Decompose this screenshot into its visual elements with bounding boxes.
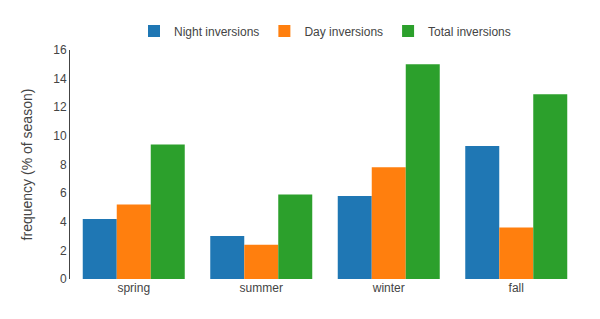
svg-text:summer: summer [240,281,283,295]
svg-text:14: 14 [53,72,67,86]
svg-text:4: 4 [60,215,67,229]
svg-text:16: 16 [53,43,67,57]
svg-text:8: 8 [60,158,67,172]
svg-text:12: 12 [53,100,67,114]
svg-text:10: 10 [53,129,67,143]
svg-text:frequency (% of season): frequency (% of season) [19,89,35,241]
svg-text:spring: spring [117,281,150,295]
svg-text:winter: winter [372,281,405,295]
svg-text:Day inversions: Day inversions [304,25,383,39]
svg-text:2: 2 [60,244,67,258]
svg-text:Night inversions: Night inversions [174,25,259,39]
svg-text:6: 6 [60,186,67,200]
svg-text:Total inversions: Total inversions [428,25,511,39]
svg-text:0: 0 [60,272,67,286]
svg-text:fall: fall [509,281,524,295]
